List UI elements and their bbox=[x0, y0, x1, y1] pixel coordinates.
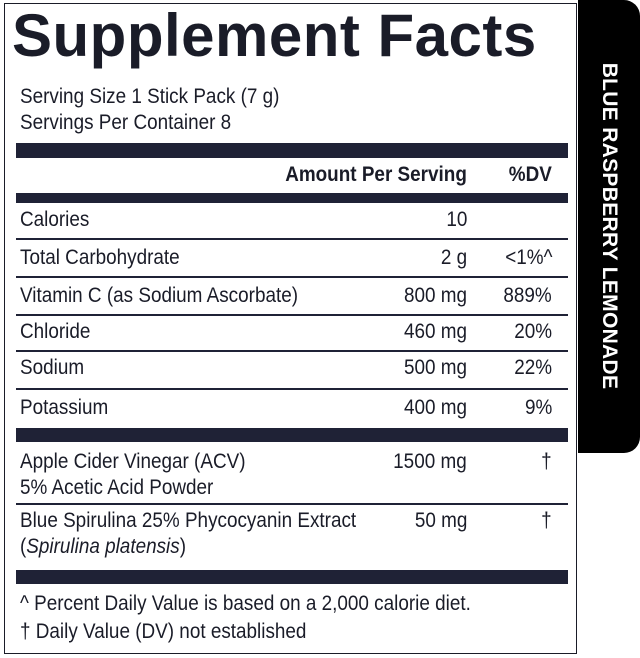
servings-per-container: Servings Per Container 8 bbox=[20, 111, 232, 134]
ingredient-name-detail: 5% Acetic Acid Powder bbox=[20, 476, 214, 499]
amount-header: Amount Per Serving bbox=[285, 163, 467, 186]
nutrient-name: Total Carbohydrate bbox=[20, 246, 180, 269]
nutrient-dv: 889% bbox=[503, 284, 552, 307]
divider-bar bbox=[16, 428, 568, 442]
ingredient-dv: † bbox=[541, 509, 552, 532]
divider-bar bbox=[16, 143, 568, 158]
nutrient-name: Calories bbox=[20, 208, 90, 231]
footnote: † Daily Value (DV) not established bbox=[20, 620, 307, 643]
nutrient-amount: 800 mg bbox=[403, 284, 467, 307]
ingredient-dv: † bbox=[541, 450, 552, 473]
nutrient-dv: 20% bbox=[514, 320, 552, 343]
row-divider bbox=[16, 503, 568, 505]
ingredient-amount: 50 mg bbox=[414, 509, 467, 532]
nutrient-amount: 10 bbox=[445, 208, 467, 231]
ingredient-name-detail: (Spirulina platensis) bbox=[20, 535, 186, 558]
supplement-facts-panel bbox=[4, 3, 577, 654]
footnote: ^ Percent Daily Value is based on a 2,00… bbox=[20, 592, 471, 615]
ingredient-amount: 1500 mg bbox=[393, 450, 467, 473]
dv-header: %DV bbox=[508, 163, 552, 186]
nutrient-amount: 400 mg bbox=[403, 396, 467, 419]
row-divider bbox=[16, 276, 568, 278]
flavor-label: BLUE RASPBERRY LEMONADE bbox=[598, 62, 621, 390]
nutrient-dv: 22% bbox=[514, 356, 552, 379]
panel-title: Supplement Facts bbox=[12, 2, 537, 69]
flavor-tab bbox=[578, 0, 640, 453]
nutrient-dv: <1%^ bbox=[504, 246, 552, 269]
row-divider bbox=[16, 388, 568, 390]
nutrient-name: Potassium bbox=[20, 396, 109, 419]
row-divider bbox=[16, 238, 568, 240]
divider-bar bbox=[16, 193, 568, 203]
ingredient-name: Apple Cider Vinegar (ACV) bbox=[20, 450, 246, 473]
nutrient-name: Chloride bbox=[20, 320, 91, 343]
nutrient-name: Sodium bbox=[20, 356, 85, 379]
nutrient-amount: 500 mg bbox=[403, 356, 467, 379]
nutrient-amount: 2 g bbox=[440, 246, 467, 269]
nutrient-name: Vitamin C (as Sodium Ascorbate) bbox=[20, 284, 299, 307]
serving-size: Serving Size 1 Stick Pack (7 g) bbox=[20, 85, 280, 108]
nutrient-amount: 460 mg bbox=[403, 320, 467, 343]
row-divider bbox=[16, 314, 568, 316]
ingredient-name: Blue Spirulina 25% Phycocyanin Extract bbox=[20, 509, 357, 532]
row-divider bbox=[16, 350, 568, 352]
nutrient-dv: 9% bbox=[524, 396, 552, 419]
divider-bar bbox=[16, 570, 568, 584]
